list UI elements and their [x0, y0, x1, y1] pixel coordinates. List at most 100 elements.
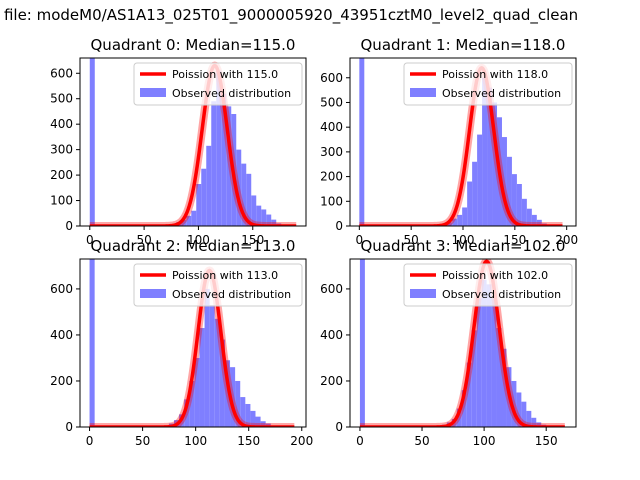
- histogram-bar: [516, 184, 522, 226]
- subplot-title: Quadrant 3: Median=102.0: [361, 237, 566, 255]
- x-tick-label: 50: [414, 434, 429, 448]
- legend-label-observed: Observed distribution: [172, 87, 291, 100]
- histogram-bar: [236, 149, 242, 226]
- legend-bar-swatch: [410, 88, 436, 97]
- y-tick-label: 400: [320, 328, 343, 342]
- histogram-bar: [230, 367, 236, 427]
- histogram-bar: [526, 208, 532, 226]
- y-tick-label: 300: [50, 143, 73, 157]
- histogram-bar: [482, 77, 488, 226]
- y-tick-label: 500: [320, 95, 343, 109]
- y-tick-label: 200: [50, 168, 73, 182]
- histogram-bar: [462, 207, 468, 226]
- legend-box: [403, 263, 573, 307]
- x-tick-label: 50: [135, 434, 150, 448]
- histogram-bar: [496, 328, 502, 427]
- axes-frame: [349, 258, 577, 428]
- histogram-bar: [531, 417, 537, 427]
- histogram-bar: [501, 137, 507, 226]
- histogram-bar: [221, 93, 227, 226]
- subplot-quadrant-1: 0 50 100 150 200 0 100 200 300 400 500 600 Quadrant …: [320, 36, 578, 247]
- histogram-bar: [235, 380, 241, 427]
- histogram-bar: [181, 219, 187, 226]
- y-tick-label: 200: [50, 374, 73, 388]
- histogram-bar: [256, 205, 262, 226]
- histogram-bar: [466, 362, 472, 427]
- y-tick-label: 400: [50, 328, 73, 342]
- subplot-quadrant-0: 0 50 100 150 0 100 200 300 400 500 600 Quadrant 0: …: [50, 36, 307, 247]
- histogram-bar: [359, 259, 365, 427]
- histogram-bar: [251, 195, 257, 226]
- histogram-bar: [216, 70, 222, 226]
- histogram-bar: [255, 416, 261, 427]
- legend-bar-swatch: [140, 289, 166, 298]
- histogram-bar: [452, 218, 458, 226]
- histogram-bar: [191, 210, 197, 226]
- histogram-bar: [250, 410, 256, 427]
- x-tick-label: 0: [356, 434, 364, 448]
- x-tick-label: 100: [452, 233, 475, 247]
- x-tick-label: 0: [86, 233, 94, 247]
- y-tick-label: 100: [320, 194, 343, 208]
- legend-bar-swatch: [140, 88, 166, 97]
- histogram-bar: [531, 214, 537, 226]
- y-tick-label: 0: [65, 219, 73, 233]
- x-tick-label: 200: [555, 233, 578, 247]
- legend-label-observed: Observed distribution: [172, 288, 291, 301]
- histogram-bar: [526, 410, 532, 427]
- legend-label-poisson: Poission with 113.0: [172, 269, 278, 282]
- x-tick-label: 100: [187, 233, 210, 247]
- histogram-bar: [506, 156, 512, 226]
- histogram-bar: [89, 58, 95, 226]
- subplot-title: Quadrant 1: Median=118.0: [361, 36, 566, 54]
- histogram-bar: [461, 390, 467, 427]
- legend-label-observed: Observed distribution: [442, 87, 561, 100]
- histogram-bar: [471, 330, 477, 427]
- histogram-bar: [214, 318, 220, 427]
- histogram-bar: [516, 392, 522, 427]
- histogram-bar: [204, 288, 210, 427]
- histogram-bar: [467, 181, 473, 226]
- histogram-bar: [224, 360, 231, 427]
- histogram-bar: [359, 58, 365, 226]
- histogram-bar: [89, 259, 95, 427]
- legend: Poission with 118.0 Observed distribution: [403, 62, 573, 106]
- histogram-bar: [184, 399, 190, 427]
- x-tick-label: 100: [184, 434, 207, 448]
- legend-label-poisson: Poission with 115.0: [172, 68, 278, 81]
- histogram-bar: [457, 214, 463, 226]
- x-tick-label: 150: [237, 434, 260, 448]
- histogram-bar: [536, 422, 542, 427]
- histogram-bar: [487, 87, 493, 226]
- y-tick-label: 400: [320, 120, 343, 134]
- histogram-bar: [477, 134, 483, 226]
- legend-box: [133, 62, 303, 106]
- histogram-bar: [486, 284, 492, 427]
- histogram-bar: [206, 145, 212, 226]
- y-tick-label: 600: [320, 282, 343, 296]
- x-tick-label: 150: [535, 434, 558, 448]
- histogram-bar: [521, 198, 527, 226]
- histogram-bar: [447, 222, 453, 226]
- legend-label-poisson: Poission with 102.0: [442, 269, 548, 282]
- subplot-title: Quadrant 2: Median=113.0: [91, 237, 296, 255]
- x-tick-label: 50: [404, 233, 419, 247]
- histogram-bar: [521, 401, 527, 427]
- histogram-bar: [491, 298, 497, 427]
- histogram-bar: [511, 174, 517, 226]
- histogram-bar: [536, 219, 542, 226]
- histogram-bar: [492, 102, 498, 226]
- y-tick-label: 400: [50, 117, 73, 131]
- y-tick-label: 0: [65, 420, 73, 434]
- histogram-bar: [472, 161, 478, 226]
- histogram-bar: [260, 421, 266, 427]
- x-tick-label: 0: [356, 233, 364, 247]
- histogram-bar: [211, 101, 217, 226]
- subplot-quadrant-3: 0 50 100 150 0 200 400 600 Quadrant 3: Median=10…: [320, 237, 577, 448]
- x-tick-label: 200: [290, 434, 313, 448]
- axes-frame: [79, 57, 307, 227]
- histogram-bar: [199, 328, 205, 427]
- axes-frame: [79, 258, 307, 428]
